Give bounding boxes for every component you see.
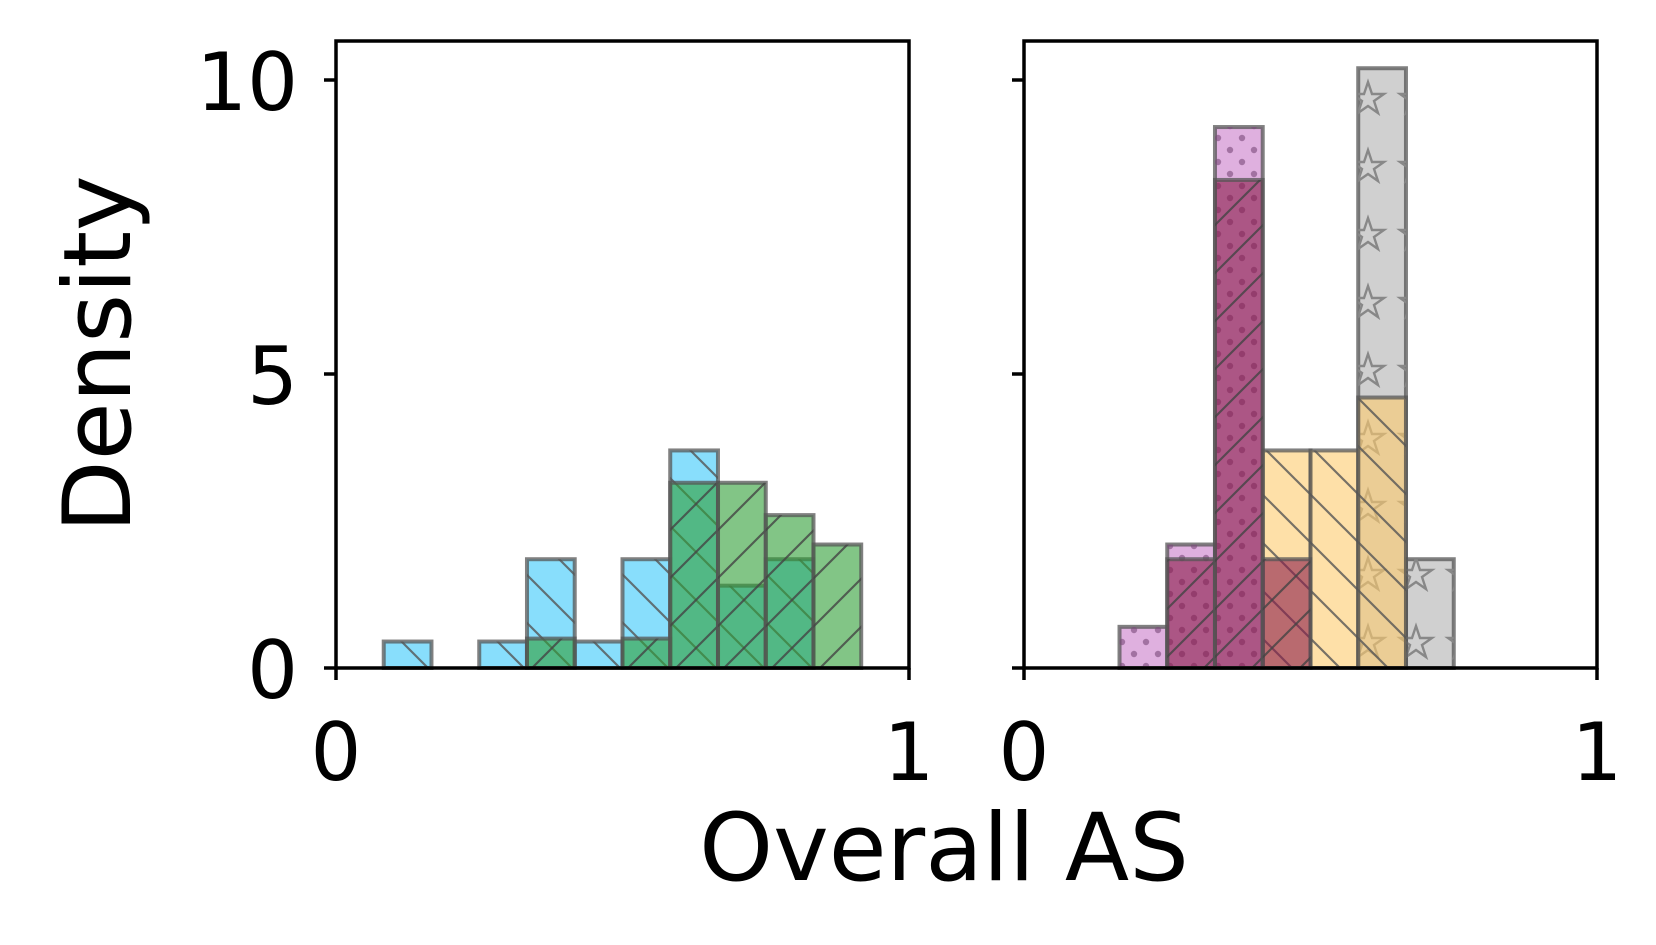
y-axis-label: Density [44, 175, 153, 532]
left-series-0-bar-3-hatch [574, 641, 623, 668]
left-series-1-bar-3-hatch [718, 482, 766, 668]
right-series-3-bar-2-hatch [1262, 559, 1311, 668]
left-series-1-bar-1-hatch [622, 638, 671, 668]
left-plot-frame [334, 39, 911, 670]
left-bars [381, 448, 864, 671]
left-series-1-bar-2-hatch [670, 482, 718, 668]
left-series-1-bar-0-hatch [526, 638, 575, 668]
left-ytick-label-10: 10 [196, 36, 298, 129]
left-series-0-bar-0-hatch [383, 641, 432, 668]
left-xtick-label-0: 0 [311, 706, 362, 799]
right-xtick-label-1: 1 [1572, 706, 1623, 799]
left-ytick-label-0: 0 [247, 624, 298, 717]
right-series-1-bar-0-hatch [1119, 626, 1168, 668]
right-series-0-bar-1-hatch [1406, 559, 1454, 668]
right-xtick-label-0: 0 [999, 706, 1050, 799]
left-panel: 0 5 10 0 1 [196, 36, 934, 799]
left-ytick-label-5: 5 [247, 330, 298, 423]
right-series-3-bar-1-hatch [1214, 179, 1263, 668]
right-series-3-bar-0-hatch [1167, 559, 1215, 668]
right-series-2-bar-1-hatch [1310, 450, 1359, 668]
right-series-2-bar-2-hatch [1358, 397, 1406, 668]
right-panel: 0 1 [999, 39, 1623, 799]
right-plot-frame [1022, 39, 1599, 670]
left-series-1-bar-4-hatch [765, 515, 814, 668]
x-axis-label: Overall AS [699, 794, 1189, 903]
left-series-1-bar-5-hatch [813, 544, 862, 668]
left-xtick-label-1: 1 [884, 706, 935, 799]
left-series-0-bar-1-hatch [479, 641, 527, 668]
right-bars [1117, 66, 1456, 671]
